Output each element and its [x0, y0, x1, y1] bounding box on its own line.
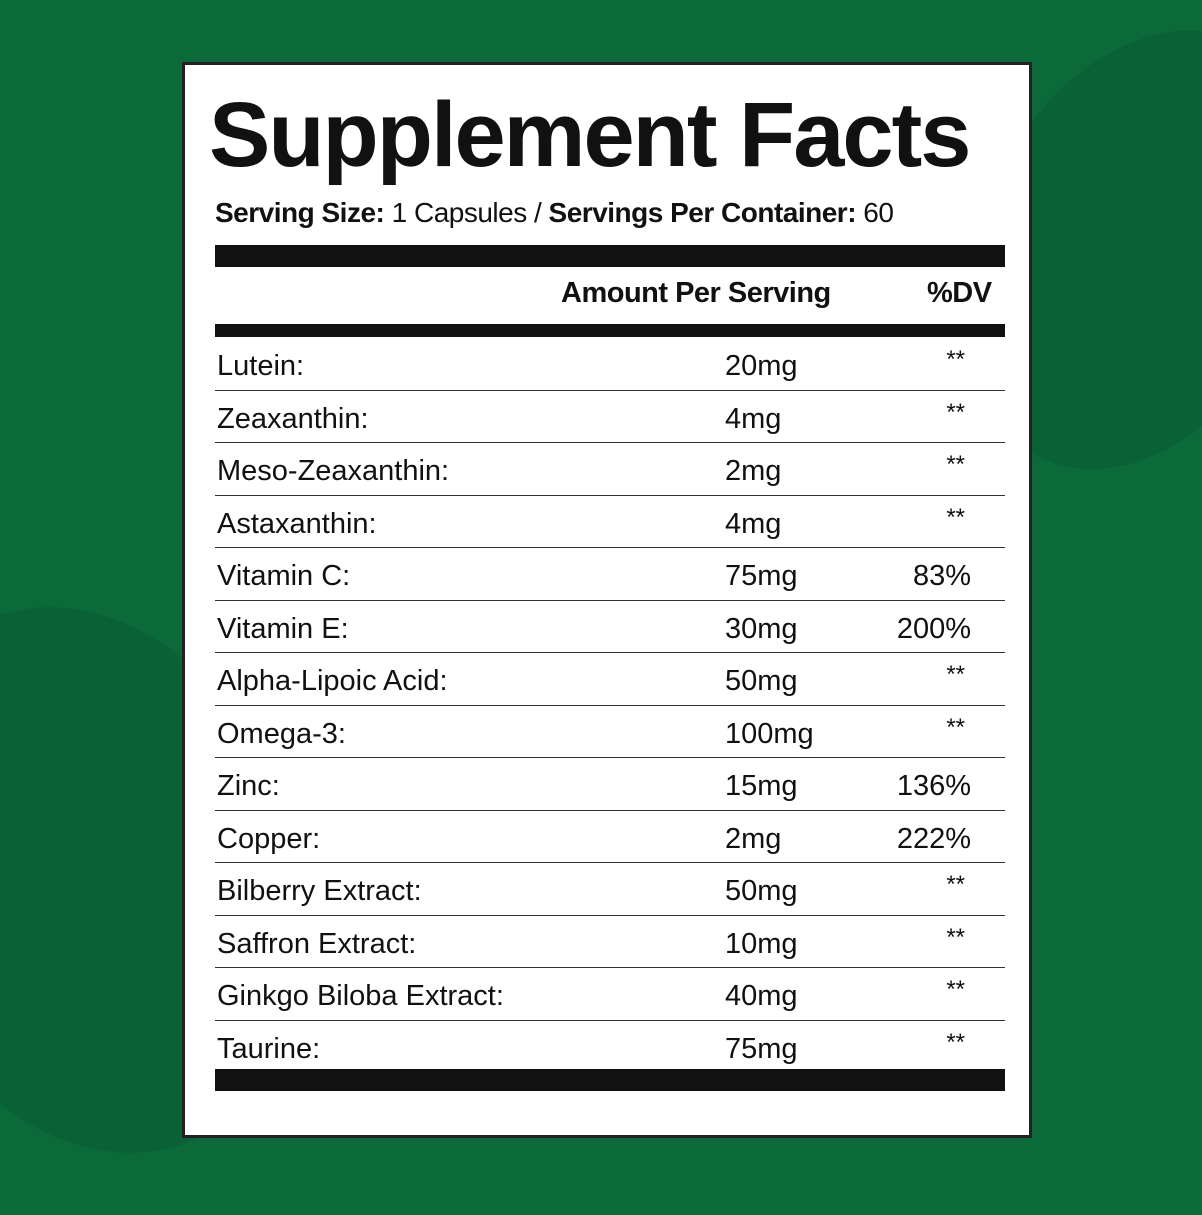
nutrient-amount: 50mg — [725, 665, 798, 697]
nutrient-name: Zeaxanthin: — [217, 402, 369, 435]
nutrient-name: Zinc: — [217, 770, 280, 802]
table-row: Taurine: 75mg ** — [215, 1021, 1005, 1073]
table-row: Ginkgo Biloba Extract: 40mg ** — [215, 968, 1005, 1021]
nutrient-name: Lutein: — [217, 350, 305, 382]
nutrient-amount: 4mg — [725, 507, 782, 540]
nutrient-amount: 2mg — [725, 455, 782, 487]
nutrient-table: Lutein: 20mg ** Zeaxanthin: 4mg ** Meso-Zeaxan… — [215, 338, 1005, 1072]
nutrient-amount: 75mg — [725, 560, 798, 592]
nutrient-name: Omega-3: — [217, 717, 346, 750]
nutrient-name: Vitamin E: — [217, 612, 349, 645]
nutrient-amount: 20mg — [725, 350, 798, 382]
nutrient-dv: 83% — [912, 560, 971, 592]
nutrient-dv: ** — [946, 1028, 965, 1056]
supplement-facts-label: Supplement Facts Serving Size: 1 Capsule… — [182, 62, 1032, 1138]
nutrient-name: Astaxanthin: — [217, 507, 377, 540]
nutrient-amount: 75mg — [725, 1032, 798, 1065]
nutrient-amount: 40mg — [725, 980, 798, 1012]
nutrient-dv: 222% — [896, 822, 971, 855]
nutrient-name: Ginkgo Biloba Extract: — [217, 980, 504, 1012]
nutrient-amount: 30mg — [725, 612, 798, 645]
nutrient-amount: 50mg — [725, 875, 798, 907]
nutrient-amount: 4mg — [725, 402, 782, 435]
divider-bar — [215, 324, 1005, 337]
amount-column-header: Amount Per Serving — [561, 277, 831, 309]
table-row: Zinc: 15mg 136% — [215, 758, 1005, 811]
dv-column-header: %DV — [927, 277, 992, 309]
nutrient-dv: ** — [946, 923, 965, 951]
table-row: Omega-3: 100mg ** — [215, 706, 1005, 758]
nutrient-name: Saffron Extract: — [217, 927, 417, 960]
nutrient-dv: ** — [946, 871, 965, 898]
nutrient-name: Vitamin C: — [217, 560, 351, 592]
nutrient-name: Alpha-Lipoic Acid: — [217, 665, 448, 697]
nutrient-dv: ** — [946, 976, 965, 1003]
divider-bar — [215, 245, 1005, 267]
nutrient-dv: 200% — [896, 612, 971, 645]
nutrient-amount: 100mg — [725, 717, 814, 750]
label-title: Supplement Facts — [209, 84, 971, 186]
table-row: Copper: 2mg 222% — [215, 811, 1005, 863]
table-row: Astaxanthin: 4mg ** — [215, 496, 1005, 548]
table-row: Alpha-Lipoic Acid: 50mg ** — [215, 653, 1005, 706]
table-row: Vitamin C: 75mg 83% — [215, 548, 1005, 601]
servings-per-container-value: 60 — [856, 197, 894, 228]
table-row: Bilberry Extract: 50mg ** — [215, 863, 1005, 916]
serving-size-label: Serving Size: — [215, 197, 385, 228]
nutrient-dv: ** — [946, 661, 965, 688]
serving-size-value: 1 Capsules / — [384, 197, 549, 228]
divider-bar — [215, 1069, 1005, 1091]
nutrient-dv: ** — [946, 398, 965, 426]
nutrient-dv: ** — [946, 346, 965, 373]
nutrient-dv: 136% — [896, 770, 971, 802]
table-row: Zeaxanthin: 4mg ** — [215, 391, 1005, 443]
table-row: Meso-Zeaxanthin: 2mg ** — [215, 443, 1005, 496]
nutrient-dv: ** — [946, 503, 965, 531]
servings-per-container-label: Servings Per Container: — [548, 197, 857, 228]
table-row: Vitamin E: 30mg 200% — [215, 601, 1005, 653]
nutrient-name: Taurine: — [217, 1032, 321, 1065]
nutrient-dv: ** — [946, 451, 965, 478]
nutrient-name: Meso-Zeaxanthin: — [217, 455, 450, 487]
nutrient-amount: 2mg — [725, 822, 782, 855]
nutrient-amount: 15mg — [725, 770, 798, 802]
nutrient-dv: ** — [946, 713, 965, 741]
serving-info: Serving Size: 1 Capsules / Servings Per … — [215, 197, 894, 229]
nutrient-name: Copper: — [217, 822, 321, 855]
nutrient-name: Bilberry Extract: — [217, 875, 422, 907]
table-row: Saffron Extract: 10mg ** — [215, 916, 1005, 968]
table-row: Lutein: 20mg ** — [215, 338, 1005, 391]
nutrient-amount: 10mg — [725, 927, 798, 960]
